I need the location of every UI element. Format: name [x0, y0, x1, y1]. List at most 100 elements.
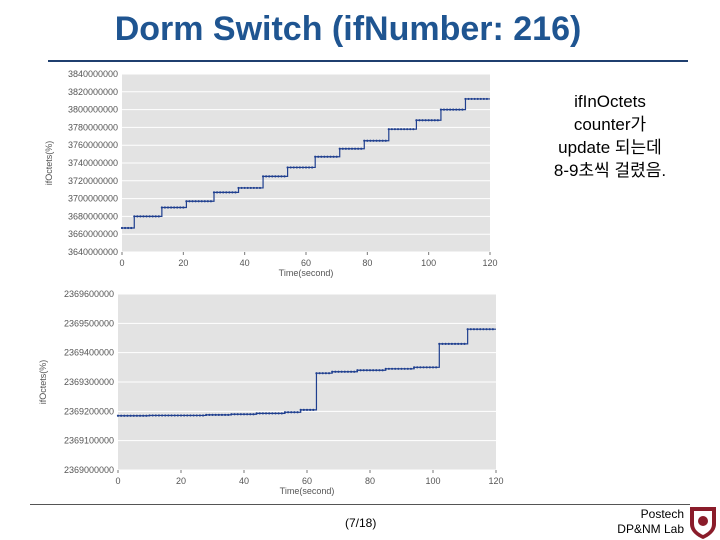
data-point [309, 408, 312, 411]
data-point [305, 408, 309, 411]
data-point [387, 128, 390, 131]
x-axis-label: Time(second) [280, 486, 335, 496]
data-point [290, 411, 293, 414]
data-point [444, 342, 447, 345]
data-point [166, 206, 170, 209]
data-point [304, 166, 308, 169]
data-point [252, 413, 255, 416]
data-point [422, 366, 425, 369]
data-point [127, 226, 130, 230]
data-point [424, 119, 427, 122]
data-point [314, 155, 317, 158]
data-point [145, 414, 148, 417]
organization-label: Postech DP&NM Lab [617, 507, 684, 537]
data-point [277, 412, 280, 415]
data-point [344, 147, 347, 150]
data-point [274, 175, 277, 178]
annotation-note: ifInOctets counter가 update 되는데 8-9초씩 걸렸음… [520, 90, 700, 182]
data-point [476, 97, 479, 101]
data-point [460, 342, 463, 345]
data-point [384, 367, 387, 370]
data-point [116, 414, 120, 417]
data-point [123, 226, 127, 230]
data-point [384, 139, 387, 142]
slide-title: Dorm Switch (ifNumber: 216) [114, 10, 582, 48]
data-point [326, 155, 329, 158]
y-tick-label: 3760000000 [68, 140, 118, 150]
data-point [211, 413, 214, 416]
data-point [375, 139, 378, 142]
data-point [148, 215, 151, 218]
data-point [399, 128, 403, 131]
data-point [428, 366, 431, 369]
data-point [296, 411, 299, 414]
x-tick-label: 60 [301, 258, 311, 268]
data-point [324, 372, 327, 375]
y-tick-label: 2369000000 [64, 465, 114, 475]
data-point [320, 155, 323, 158]
data-point [331, 370, 334, 373]
data-point [396, 128, 400, 131]
data-point [289, 166, 292, 169]
data-point [179, 414, 183, 417]
data-point [224, 413, 227, 416]
data-point [192, 414, 195, 417]
data-point [321, 372, 324, 375]
data-point [287, 411, 290, 414]
data-point [189, 414, 192, 417]
data-point [249, 413, 252, 416]
data-point [346, 370, 350, 373]
data-point [299, 408, 302, 411]
data-point [341, 147, 344, 150]
x-tick-label: 120 [482, 258, 497, 268]
x-tick-label: 0 [115, 476, 120, 486]
data-point [206, 200, 209, 203]
data-point [154, 414, 157, 417]
data-point [242, 413, 246, 416]
data-point [418, 119, 421, 122]
y-tick-label: 3840000000 [68, 69, 118, 79]
data-point [469, 328, 472, 331]
data-point [227, 413, 230, 416]
data-point [292, 166, 295, 169]
data-point [123, 414, 126, 417]
data-point [366, 139, 369, 142]
data-point [449, 108, 452, 111]
data-point [129, 414, 132, 417]
data-point [126, 414, 129, 417]
data-point [283, 175, 286, 178]
data-point [277, 175, 280, 178]
data-point [372, 369, 375, 372]
data-point [387, 367, 390, 370]
data-point [447, 342, 450, 345]
data-point [246, 186, 249, 190]
data-point [473, 97, 476, 101]
data-point [372, 139, 375, 142]
data-point [409, 367, 413, 370]
data-point [435, 366, 438, 369]
data-point [230, 413, 233, 416]
data-point [237, 186, 240, 190]
note-line: 8-9초씩 걸렸음. [553, 161, 667, 180]
data-point [255, 186, 259, 190]
data-point [182, 206, 185, 209]
data-point [416, 366, 419, 369]
data-point [413, 366, 416, 369]
data-point [246, 413, 249, 416]
data-point [225, 191, 228, 194]
data-point [378, 369, 381, 372]
y-tick-label: 3720000000 [68, 176, 118, 186]
x-tick-label: 120 [488, 476, 503, 486]
data-point [163, 206, 167, 209]
data-point [427, 119, 430, 122]
data-point [439, 108, 443, 111]
data-point [280, 175, 283, 178]
data-point [201, 414, 205, 417]
y-tick-label: 2369400000 [64, 348, 114, 358]
data-point [450, 342, 453, 345]
data-point [433, 119, 436, 122]
y-axis-label: ifOctets(%) [38, 360, 48, 405]
x-tick-label: 0 [119, 258, 124, 268]
data-point [160, 206, 163, 209]
data-point [255, 412, 258, 415]
